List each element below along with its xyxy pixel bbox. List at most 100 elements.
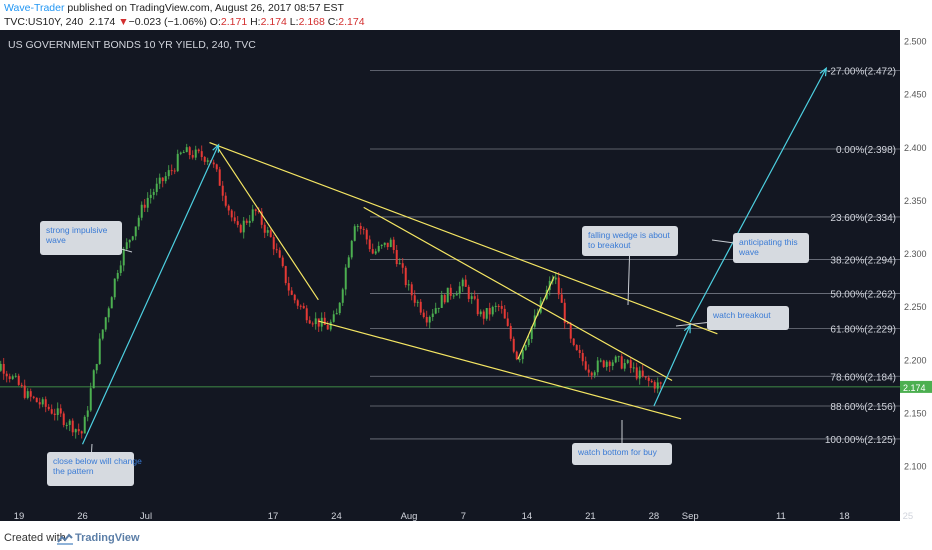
candle-body bbox=[65, 424, 68, 426]
y-tick-label: 2.300 bbox=[904, 249, 927, 259]
trendline bbox=[517, 276, 555, 360]
author-link[interactable]: Wave-Trader bbox=[4, 2, 65, 14]
x-tick-label: 21 bbox=[585, 511, 596, 521]
candle-body bbox=[530, 326, 533, 339]
candle-body bbox=[491, 306, 494, 315]
candle-body bbox=[506, 318, 509, 326]
candle-body bbox=[62, 413, 65, 426]
candle-body bbox=[599, 360, 602, 362]
candle-body bbox=[323, 317, 326, 325]
candle-body bbox=[230, 210, 233, 218]
candle-body bbox=[281, 257, 284, 267]
current-price-tag bbox=[900, 380, 932, 393]
candle-body bbox=[149, 194, 152, 198]
candle-body bbox=[389, 239, 392, 248]
callout-box bbox=[707, 306, 789, 330]
fib-label: 38.20%(2.294) bbox=[830, 255, 896, 266]
candle-body bbox=[284, 266, 287, 284]
candle-body bbox=[233, 217, 236, 222]
high-label: H: bbox=[250, 16, 261, 28]
candle-body bbox=[347, 257, 350, 268]
candle-body bbox=[299, 305, 302, 307]
candle-body bbox=[2, 363, 5, 374]
chart-svg[interactable]: US GOVERNMENT BONDS 10 YR YIELD, 240, TV… bbox=[0, 30, 932, 521]
candle-body bbox=[353, 226, 356, 241]
candle-body bbox=[140, 204, 143, 218]
fib-label: 88.60%(2.156) bbox=[830, 402, 896, 413]
y-tick-label: 2.450 bbox=[904, 90, 927, 100]
candle-body bbox=[527, 338, 530, 345]
y-tick-label: 2.400 bbox=[904, 143, 927, 153]
callout-text: falling wedge is about bbox=[588, 230, 670, 240]
candle-body bbox=[125, 242, 128, 250]
candle-body bbox=[308, 320, 311, 324]
open-label: O: bbox=[209, 16, 221, 28]
fib-label: 61.80%(2.229) bbox=[830, 324, 896, 335]
candle-body bbox=[626, 360, 629, 364]
candle-body bbox=[95, 363, 98, 371]
candle-body bbox=[248, 220, 251, 223]
candle-body bbox=[563, 302, 566, 323]
candle-body bbox=[11, 376, 14, 379]
candle-body bbox=[554, 277, 557, 280]
candle-body bbox=[314, 318, 317, 325]
candle-body bbox=[362, 228, 365, 230]
candle-body bbox=[572, 338, 575, 346]
callout-text: anticipating this bbox=[739, 237, 798, 247]
trendline bbox=[318, 320, 682, 420]
y-tick-label: 2.150 bbox=[904, 408, 927, 418]
candle-body bbox=[203, 157, 206, 162]
candle-body bbox=[458, 286, 461, 295]
candle-body bbox=[569, 323, 572, 339]
candle-body bbox=[623, 363, 626, 369]
tradingview-brand[interactable]: TradingView bbox=[75, 532, 140, 544]
candle-body bbox=[422, 312, 425, 317]
candle-body bbox=[185, 147, 188, 153]
candle-body bbox=[194, 149, 197, 158]
candle-body bbox=[428, 317, 431, 323]
created-with-label: Created with bbox=[4, 532, 66, 544]
candle-body bbox=[470, 296, 473, 299]
candle-body bbox=[602, 360, 605, 367]
candle-body bbox=[170, 170, 173, 172]
publish-line: Wave-Trader published on TradingView.com… bbox=[4, 2, 344, 14]
callout-box bbox=[582, 226, 678, 256]
candle-body bbox=[191, 155, 194, 158]
candle-body bbox=[32, 396, 35, 398]
candle-body bbox=[341, 289, 344, 303]
candle-body bbox=[80, 431, 83, 434]
candle-body bbox=[311, 323, 314, 325]
x-tick-label: 19 bbox=[14, 511, 25, 521]
fib-label: 78.60%(2.184) bbox=[830, 372, 896, 383]
candle-body bbox=[167, 170, 170, 177]
candle-body bbox=[8, 376, 11, 379]
candle-body bbox=[647, 377, 650, 381]
candle-body bbox=[482, 311, 485, 319]
candle-body bbox=[608, 361, 611, 366]
candle-body bbox=[113, 278, 116, 298]
candle-body bbox=[635, 367, 638, 379]
trendline bbox=[209, 142, 718, 335]
candle-body bbox=[575, 345, 578, 351]
fib-label: 100.00%(2.125) bbox=[825, 435, 896, 446]
x-tick-label: 18 bbox=[839, 511, 850, 521]
candle-body bbox=[335, 313, 338, 315]
price-axis[interactable] bbox=[900, 30, 932, 521]
candle-body bbox=[407, 284, 410, 286]
candle-body bbox=[521, 349, 524, 360]
candle-body bbox=[302, 305, 305, 309]
fib-label: -27.00%(2.472) bbox=[827, 66, 896, 77]
callout-text: close below will change bbox=[53, 456, 142, 466]
symbol-label: TVC:US10Y, 240 bbox=[4, 16, 84, 28]
candle-body bbox=[653, 382, 656, 389]
close-label: C: bbox=[327, 16, 339, 28]
candle-body bbox=[17, 375, 20, 385]
candle-body bbox=[518, 359, 521, 361]
candle-body bbox=[374, 251, 377, 254]
candle-body bbox=[617, 356, 620, 358]
callout-text: to breakout bbox=[588, 240, 631, 250]
candle-body bbox=[71, 420, 74, 433]
candle-body bbox=[620, 356, 623, 369]
candle-body bbox=[92, 370, 95, 389]
candle-body bbox=[488, 308, 491, 315]
